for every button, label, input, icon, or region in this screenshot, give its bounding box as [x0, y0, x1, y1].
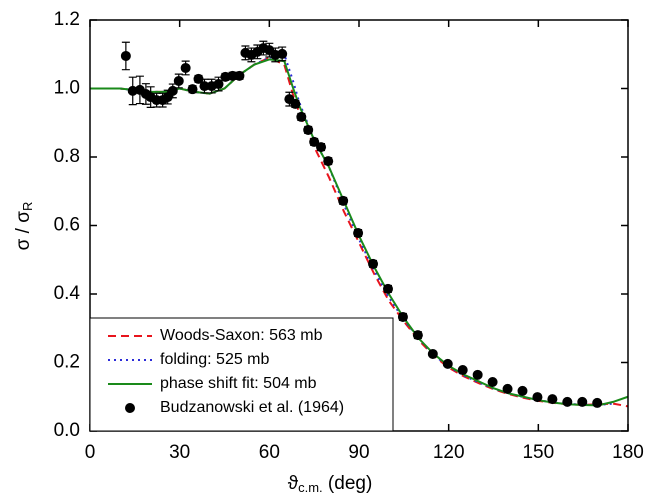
data-point [303, 124, 314, 135]
data-point [323, 156, 334, 167]
data-point [457, 365, 468, 376]
data-point [234, 70, 245, 81]
data-point [427, 348, 438, 359]
x-tick-label: 180 [612, 442, 644, 463]
legend-label: Woods-Saxon: 563 mb [160, 327, 323, 344]
x-tick-label: 30 [169, 442, 190, 463]
legend: Woods-Saxon: 563 mb folding: 525 mb phase … [89, 317, 394, 432]
data-point [353, 228, 364, 239]
y-tick-label: 1.2 [54, 9, 80, 30]
x-tick-label: 120 [433, 442, 465, 463]
x-tick-label: 150 [522, 442, 554, 463]
x-tick-label: 0 [85, 442, 96, 463]
data-point [562, 396, 573, 407]
data-point [213, 79, 224, 90]
x-label-sub: c.m. [298, 480, 323, 495]
data-point [382, 283, 393, 294]
x-tick-label: 90 [348, 442, 369, 463]
data-point [290, 98, 301, 109]
data-point [502, 383, 513, 394]
y-tick-label: 1.0 [54, 78, 80, 99]
legend-label: phase shift fit: 504 mb [160, 375, 317, 392]
legend-label: Budzanowski et al. (1964) [160, 399, 344, 416]
plot-area [90, 40, 629, 408]
x-label-unit: (deg) [323, 473, 373, 494]
y-axis-label: σ / σR [13, 202, 35, 251]
data-point [517, 385, 528, 396]
data-point [532, 392, 543, 403]
data-point [368, 258, 379, 269]
y-tick-label: 0.4 [54, 283, 81, 304]
data-point [187, 84, 198, 95]
data-point [227, 70, 238, 81]
data-point [193, 73, 204, 84]
x-axis-label: ϑc.m. (deg) [288, 473, 373, 495]
data-point [199, 81, 210, 92]
data-point [442, 358, 453, 369]
data-point [180, 62, 191, 73]
data-point [309, 136, 320, 147]
x-tick-label: 60 [259, 442, 280, 463]
data-point [592, 397, 603, 408]
x-label-main: ϑ [288, 473, 299, 494]
y-tick-label: 0.2 [54, 352, 80, 373]
data-point [397, 311, 408, 322]
y-tick-label: 0.6 [54, 215, 80, 236]
data-point [173, 75, 184, 86]
y-tick-label: 0.0 [54, 420, 80, 441]
y-label-main: σ / σ [13, 211, 34, 251]
data-point [296, 111, 307, 122]
data-point [120, 50, 131, 61]
data-point [472, 369, 483, 380]
y-label-sub: R [20, 202, 35, 211]
y-tick-label: 0.8 [54, 146, 80, 167]
data-point [577, 396, 588, 407]
data-point [316, 142, 327, 153]
legend-label: folding: 525 mb [160, 351, 270, 368]
legend-marker [125, 403, 135, 413]
data-point [338, 195, 349, 206]
data-point [412, 330, 423, 341]
data-point [547, 394, 558, 405]
data-point [277, 48, 288, 59]
data-point [487, 377, 498, 388]
